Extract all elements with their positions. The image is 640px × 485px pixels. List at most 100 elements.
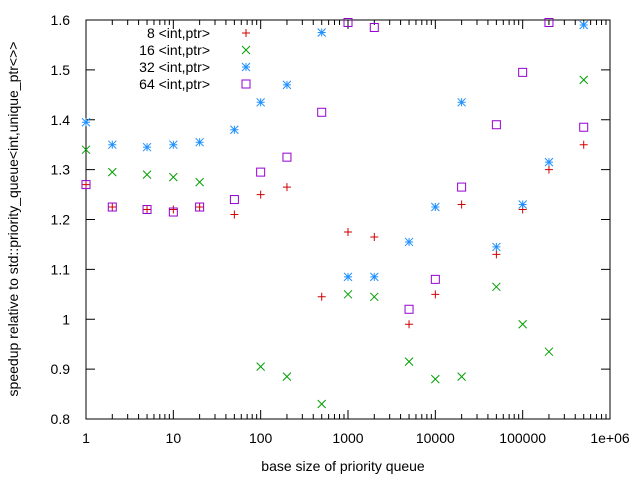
data-point (107, 140, 117, 150)
data-point (404, 304, 414, 314)
y-axis-ticks: 0.8 0.9 1 1.1 1.2 1.3 1.4 1.5 1.6 (51, 12, 610, 427)
data-point (544, 157, 554, 167)
data-point (81, 145, 91, 155)
data-point (430, 274, 440, 284)
x-axis-ticks: 1 10 100 1000 10000 100000 1e+06 (82, 20, 630, 446)
data-point (195, 202, 205, 212)
data-point (579, 122, 589, 132)
y-tick-label: 1.5 (51, 62, 71, 78)
legend-label: 32 <int,ptr> (139, 59, 210, 75)
legend-marker (241, 45, 251, 55)
data-point (544, 17, 554, 27)
data-point (256, 97, 266, 107)
data-point (317, 399, 327, 409)
data-point (491, 120, 501, 130)
data-point (195, 137, 204, 147)
data-point (317, 28, 327, 37)
data-point (369, 272, 379, 282)
data-point (457, 97, 466, 107)
data-point (229, 195, 239, 205)
data-point (195, 177, 204, 187)
x-tick-label: 1e+06 (590, 430, 630, 446)
data-point (230, 210, 239, 219)
data-point (282, 80, 292, 90)
data-point (107, 167, 117, 177)
data-point (168, 172, 178, 182)
data-point (343, 272, 353, 282)
data-point (256, 167, 266, 177)
x-tick-label: 100000 (499, 430, 546, 446)
data-point (107, 202, 117, 212)
data-point (518, 319, 528, 329)
legend-marker (242, 29, 250, 37)
data-point (457, 200, 466, 209)
y-tick-label: 1.2 (51, 212, 71, 228)
data-point (457, 372, 466, 381)
y-tick-label: 1.1 (51, 261, 71, 277)
x-tick-label: 1 (82, 430, 90, 446)
y-tick-label: 0.8 (51, 411, 71, 427)
data-point (142, 205, 152, 215)
legend: 8 <int,ptr>16 <int,ptr>32 <int,ptr>64 <i… (139, 25, 251, 92)
series-2 (81, 75, 589, 409)
data-point (169, 205, 178, 214)
x-tick-label: 1000 (332, 430, 363, 446)
data-point (168, 207, 178, 217)
data-point (343, 17, 353, 27)
y-axis-label: speedup relative to std::priority_queue<… (5, 42, 21, 397)
data-point (81, 180, 91, 190)
data-point (108, 203, 117, 212)
data-point (282, 183, 291, 192)
x-tick-label: 10000 (416, 430, 455, 446)
data-point (282, 372, 292, 381)
data-point (343, 289, 353, 299)
legend-label: 8 <int,ptr> (147, 25, 210, 41)
data-point (369, 292, 379, 302)
data-point (492, 250, 501, 259)
data-point (579, 140, 588, 149)
data-point (404, 357, 414, 366)
data-point (370, 232, 379, 241)
data-point (579, 20, 589, 30)
data-point (256, 362, 266, 371)
legend-marker (241, 62, 251, 72)
data-point (344, 227, 352, 236)
data-point (317, 107, 327, 117)
data-point (142, 170, 152, 179)
data-point (431, 290, 440, 299)
series-3 (81, 20, 589, 282)
y-tick-label: 1.6 (51, 12, 71, 28)
data-point (430, 202, 440, 212)
data-point (82, 180, 90, 189)
data-point (404, 237, 414, 247)
data-point (369, 22, 379, 32)
data-point (492, 242, 501, 252)
data-point (143, 205, 152, 214)
data-point (282, 152, 292, 162)
y-tick-label: 1.3 (51, 162, 71, 178)
data-point (81, 117, 91, 127)
legend-label: 16 <int,ptr> (139, 42, 210, 58)
legend-label: 64 <int,ptr> (139, 76, 210, 92)
series-4 (81, 17, 589, 314)
data-point (195, 203, 204, 212)
data-point (518, 200, 528, 209)
data-point (230, 125, 239, 135)
x-axis-label: base size of priority queue (261, 458, 425, 474)
series-1 (82, 140, 588, 329)
data-point (168, 140, 178, 150)
y-tick-label: 1 (62, 311, 70, 327)
data-point (142, 142, 152, 152)
x-tick-label: 10 (166, 430, 182, 446)
data-point (492, 282, 501, 292)
data-point (430, 374, 440, 384)
data-point (457, 182, 467, 192)
data-point (256, 190, 265, 199)
data-point (579, 75, 589, 85)
data-point (317, 292, 326, 301)
data-point (544, 347, 554, 357)
legend-marker (241, 79, 251, 89)
x-tick-label: 100 (249, 430, 273, 446)
